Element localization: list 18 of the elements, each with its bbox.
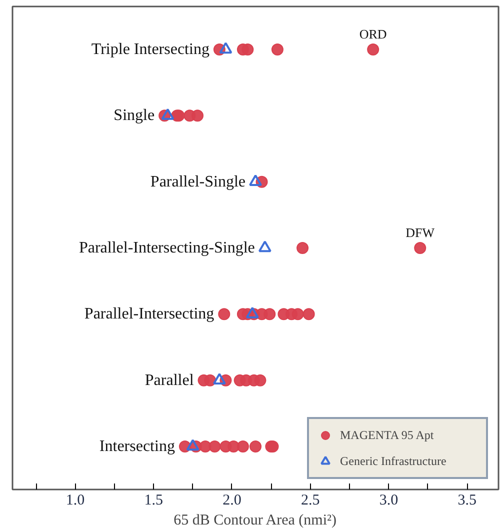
y-tick-label: Parallel-Single	[150, 173, 246, 190]
x-tick-label: 2.0	[222, 492, 242, 508]
x-tick-label: 1.0	[66, 492, 85, 508]
y-tick-label: Parallel-Intersecting	[84, 306, 214, 323]
y-tick-label: Intersecting	[99, 438, 175, 455]
x-tick-label: 3.5	[458, 492, 477, 508]
x-tick-label: 2.5	[300, 492, 320, 508]
legend-label: Generic Infrastructure	[340, 454, 448, 468]
x-axis-title: 65 dB Contour Area (nmi²)	[174, 512, 336, 528]
y-tick-label: Parallel-Intersecting-Single	[78, 240, 255, 256]
y-tick-label: Triple Intersecting	[91, 41, 210, 58]
annotation: ORD	[359, 26, 387, 42]
annotation: DFW	[406, 225, 436, 240]
x-tick-label: 1.5	[144, 492, 163, 508]
y-tick-label: Parallel	[144, 372, 194, 389]
legend-label: MAGENTA 95 Apt	[340, 428, 435, 442]
x-tick-label: 3.0	[379, 492, 398, 508]
y-tick-label: Single	[114, 107, 155, 124]
